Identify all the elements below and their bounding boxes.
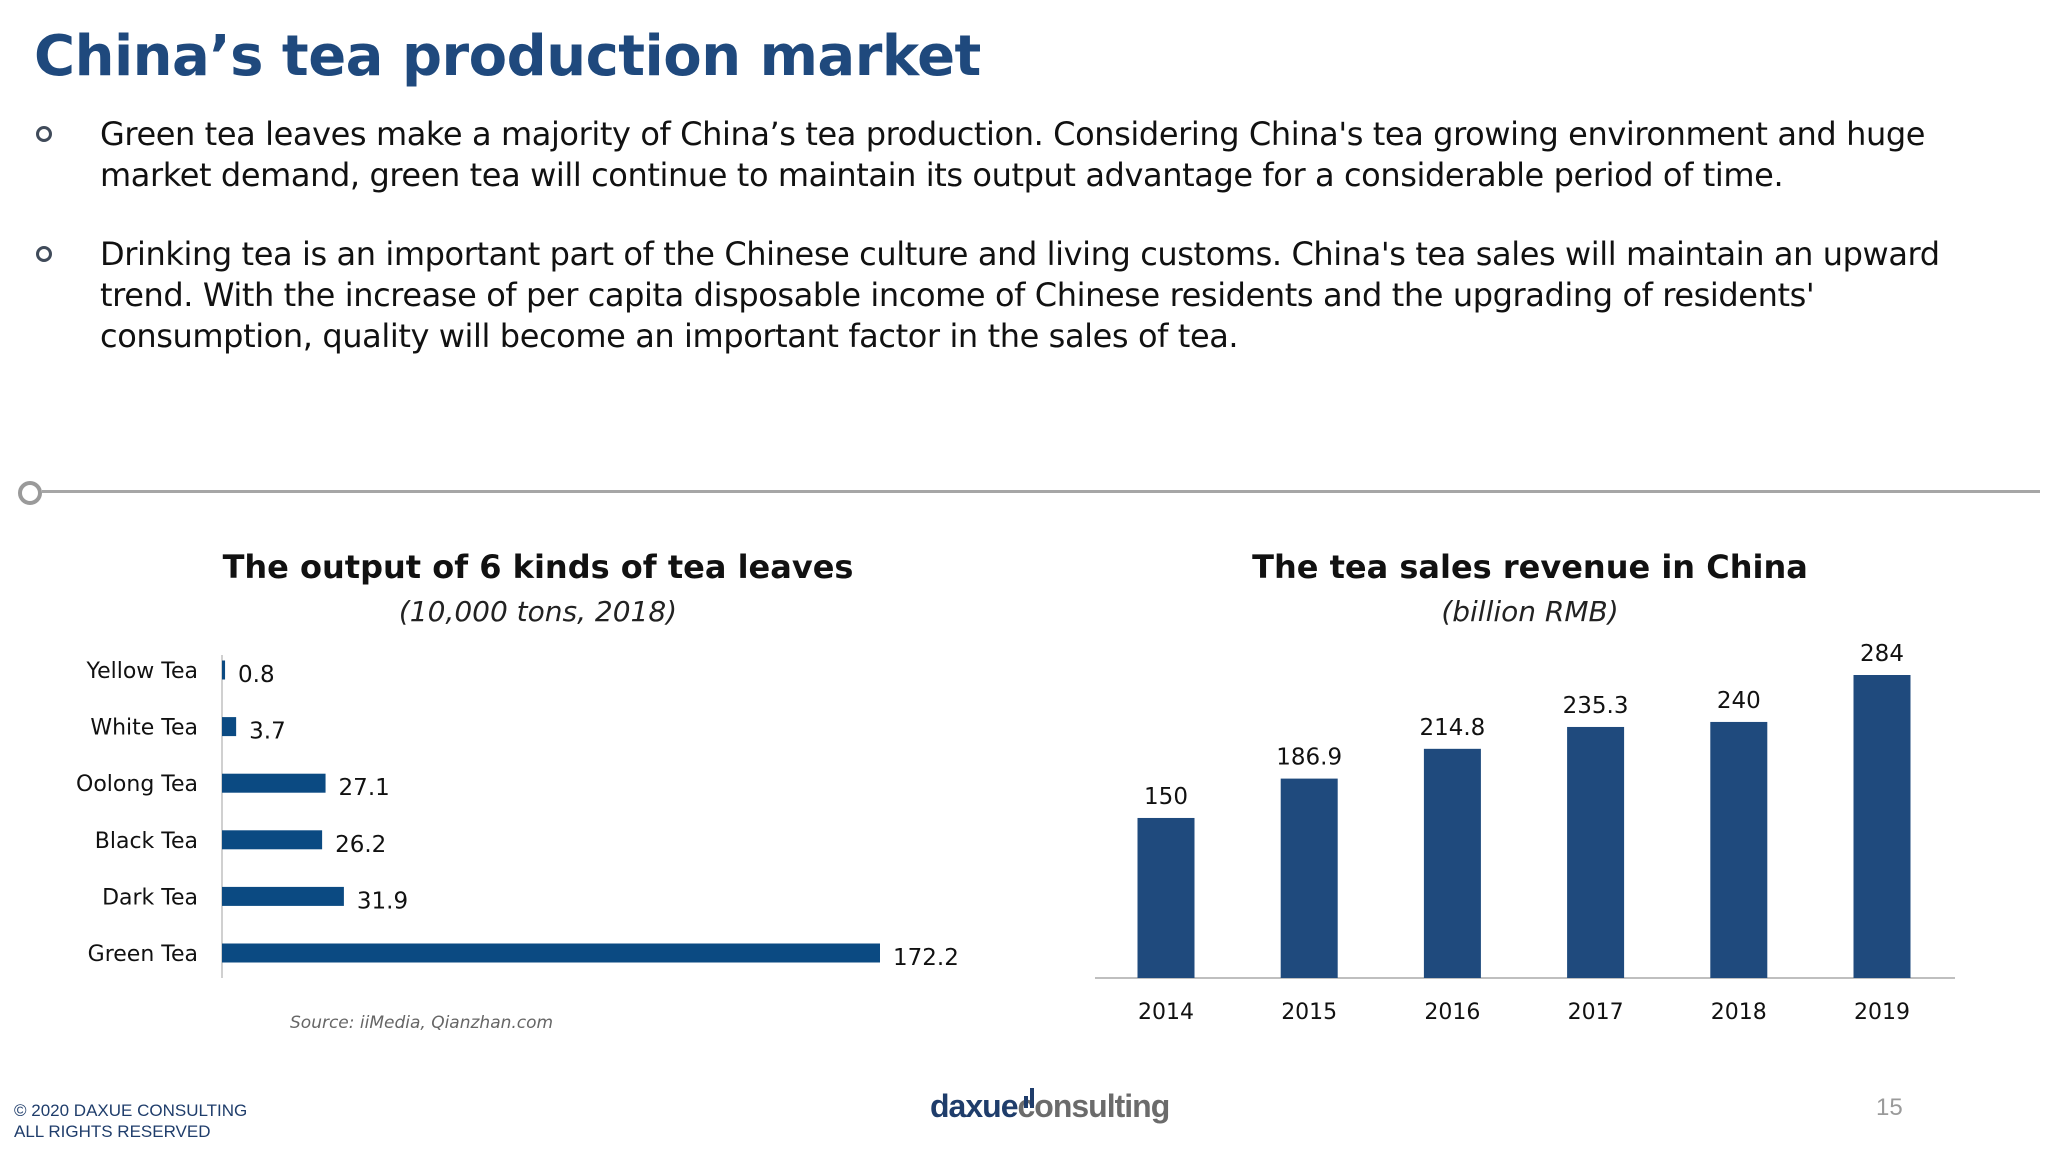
right-chart-subtitle: (billion RMB) bbox=[1441, 595, 1619, 628]
bullet-text: Drinking tea is an important part of the… bbox=[100, 235, 1940, 355]
divider-circle-icon bbox=[18, 481, 42, 505]
output-bar bbox=[222, 943, 880, 963]
daxue-logo: daxue consulting bbox=[930, 1088, 1170, 1125]
logo-bars-icon bbox=[1024, 1088, 1034, 1108]
value-label: 235.3 bbox=[1563, 693, 1629, 719]
copyright: © 2020 DAXUE CONSULTING ALL RIGHTS RESER… bbox=[14, 1100, 247, 1142]
category-label: Yellow Tea bbox=[86, 659, 198, 684]
right-chart-title: The tea sales revenue in China bbox=[1252, 548, 1808, 586]
revenue-bar bbox=[1137, 817, 1195, 978]
value-label: 284 bbox=[1860, 641, 1904, 667]
value-label: 214.8 bbox=[1419, 715, 1485, 741]
revenue-bar bbox=[1853, 675, 1911, 978]
bullet-text: Green tea leaves make a majority of Chin… bbox=[100, 115, 1926, 194]
category-label: White Tea bbox=[90, 716, 198, 741]
output-bar bbox=[222, 717, 237, 737]
value-label: 31.9 bbox=[357, 888, 408, 914]
value-label: 26.2 bbox=[335, 832, 386, 858]
revenue-bar bbox=[1567, 726, 1625, 978]
bullet-list: Green tea leaves make a majority of Chin… bbox=[36, 114, 2026, 395]
revenue-bar bbox=[1280, 778, 1338, 978]
year-label: 2019 bbox=[1854, 1000, 1910, 1025]
left-chart-title: The output of 6 kinds of tea leaves bbox=[222, 548, 854, 586]
left-chart-subtitle: (10,000 tons, 2018) bbox=[398, 595, 678, 628]
output-bar bbox=[222, 886, 344, 906]
category-label: Oolong Tea bbox=[76, 772, 198, 797]
revenue-bar bbox=[1423, 748, 1481, 978]
year-label: 2017 bbox=[1568, 1000, 1624, 1025]
value-label: 150 bbox=[1144, 784, 1188, 810]
category-label: Green Tea bbox=[88, 942, 198, 967]
value-label: 240 bbox=[1717, 688, 1761, 714]
logo-text-consulting: consulting bbox=[1017, 1088, 1170, 1124]
revenue-bar bbox=[1710, 721, 1768, 978]
copyright-line: © 2020 DAXUE CONSULTING bbox=[14, 1101, 248, 1120]
section-divider bbox=[42, 490, 2040, 493]
page-number: 15 bbox=[1876, 1094, 1903, 1121]
value-label: 27.1 bbox=[339, 775, 390, 801]
category-label: Black Tea bbox=[95, 829, 198, 854]
output-bar bbox=[222, 773, 326, 793]
value-label: 0.8 bbox=[238, 662, 275, 688]
bullet-item: Green tea leaves make a majority of Chin… bbox=[36, 114, 2026, 196]
circle-bullet-icon bbox=[36, 126, 52, 142]
output-bar bbox=[222, 830, 323, 850]
bullet-item: Drinking tea is an important part of the… bbox=[36, 234, 2026, 357]
year-label: 2018 bbox=[1711, 1000, 1767, 1025]
value-label: 172.2 bbox=[893, 945, 959, 971]
year-label: 2014 bbox=[1138, 1000, 1194, 1025]
category-label: Dark Tea bbox=[102, 885, 198, 910]
source-note: Source: iiMedia, Qianzhan.com bbox=[290, 1013, 554, 1033]
circle-bullet-icon bbox=[36, 246, 52, 262]
copyright-line: ALL RIGHTS RESERVED bbox=[14, 1122, 211, 1141]
logo-text-daxue: daxue bbox=[930, 1088, 1018, 1124]
year-label: 2016 bbox=[1424, 1000, 1480, 1025]
value-label: 186.9 bbox=[1276, 745, 1342, 771]
output-bar bbox=[222, 660, 226, 680]
value-label: 3.7 bbox=[249, 719, 286, 745]
page-title: China’s tea production market bbox=[34, 24, 981, 89]
year-label: 2015 bbox=[1281, 1000, 1337, 1025]
